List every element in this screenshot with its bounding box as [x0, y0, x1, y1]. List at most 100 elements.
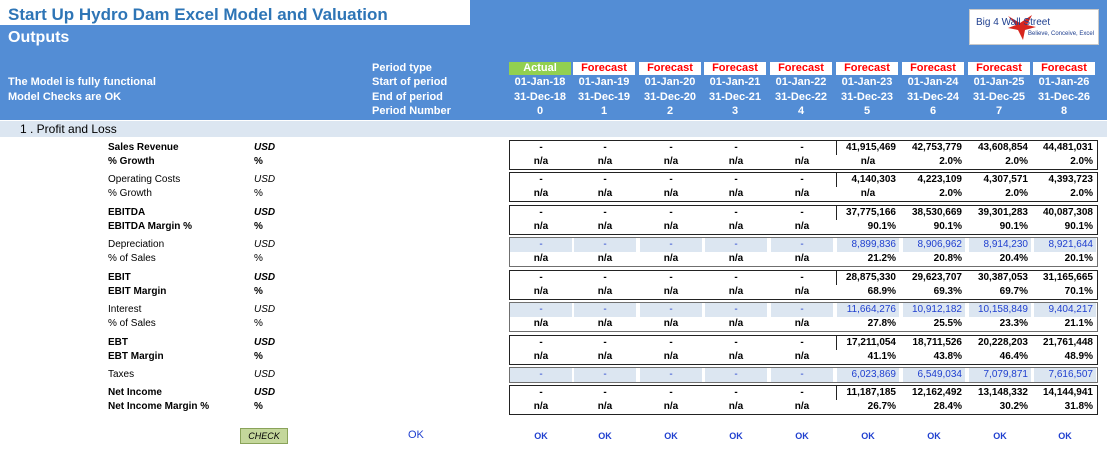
period-start-7: 01-Jan-25 — [973, 76, 1025, 88]
row-ebt-value-8: 21,761,448 — [1042, 337, 1093, 348]
period-type-0: Actual — [509, 62, 571, 75]
row-ebt-sub-value-3: n/a — [728, 351, 744, 362]
row-operating-costs-value-5: 4,140,303 — [851, 174, 897, 185]
row-net-income-divider — [836, 385, 837, 400]
row-operating-costs-box — [509, 172, 1098, 202]
row-depreciation-sub-value-5: 21.2% — [867, 253, 896, 264]
row-interest-sub-value-2: n/a — [663, 318, 679, 329]
row-operating-costs-value-7: 4,307,571 — [983, 174, 1029, 185]
period-end-5: 31-Dec-23 — [841, 91, 893, 103]
row-ebit-sub-value-4: n/a — [794, 286, 810, 297]
row-net-income-sub-value-2: n/a — [663, 401, 679, 412]
period-start-3: 01-Jan-21 — [709, 76, 761, 88]
row-sales-revenue-value-8: 44,481,031 — [1042, 142, 1093, 153]
row-ebitda-sub-value-4: n/a — [794, 221, 810, 232]
period-number-3: 3 — [731, 105, 739, 117]
row-ebit-value-0: - — [539, 272, 543, 283]
row-operating-costs-sub-value-1: n/a — [597, 188, 613, 199]
period-start-4: 01-Jan-22 — [775, 76, 827, 88]
row-ebt-sub-value-8: 48.9% — [1064, 351, 1093, 362]
row-sales-revenue-value-0: - — [539, 142, 543, 153]
row-ebitda-value-4: - — [800, 207, 804, 218]
row-depreciation-value-6: 8,906,962 — [903, 238, 965, 252]
row-ebitda-sub-value-5: 90.1% — [867, 221, 896, 232]
row-ebt-value-5: 17,211,054 — [846, 337, 897, 348]
row-net-income-sub-value-1: n/a — [597, 401, 613, 412]
row-taxes-value-6: 6,549,034 — [903, 368, 965, 382]
row-ebit-sub-value-5: 68.9% — [867, 286, 896, 297]
check-status-6: OK — [927, 431, 941, 441]
row-operating-costs-value-0: - — [539, 174, 543, 185]
row-net-income-sub-value-4: n/a — [794, 401, 810, 412]
row-sales-revenue-label: Sales Revenue — [108, 142, 179, 153]
row-net-income-value-8: 14,144,941 — [1042, 387, 1093, 398]
period-number-1: 1 — [600, 105, 608, 117]
row-ebitda-box — [509, 205, 1098, 235]
row-ebitda-sub-value-8: 90.1% — [1064, 221, 1093, 232]
period-type-1: Forecast — [573, 62, 635, 75]
row-sales-revenue-value-3: - — [734, 142, 738, 153]
row-ebit-sub-value-8: 70.1% — [1064, 286, 1093, 297]
row-depreciation-sub-label: % of Sales — [108, 253, 156, 264]
row-sales-revenue-value-7: 43,608,854 — [977, 142, 1028, 153]
row-net-income-value-2: - — [669, 387, 673, 398]
row-operating-costs-label: Operating Costs — [108, 174, 181, 185]
row-sales-revenue-sub-value-8: 2.0% — [1070, 156, 1093, 167]
row-interest-value-3: - — [705, 303, 767, 317]
row-ebt-value-2: - — [669, 337, 673, 348]
check-status-8: OK — [1058, 431, 1072, 441]
row-net-income-sub-value-5: 26.7% — [867, 401, 896, 412]
row-taxes-value-0: - — [510, 368, 572, 382]
check-status-0: OK — [534, 431, 548, 441]
row-depreciation-value-5: 8,899,836 — [837, 238, 899, 252]
period-type-4: Forecast — [770, 62, 832, 75]
row-taxes-value-3: - — [705, 368, 767, 382]
row-taxes-value-2: - — [640, 368, 702, 382]
row-ebit-value-8: 31,165,665 — [1042, 272, 1093, 283]
row-sales-revenue-sub-value-1: n/a — [597, 156, 613, 167]
row-ebitda-value-5: 37,775,166 — [845, 207, 896, 218]
period-type-7: Forecast — [968, 62, 1030, 75]
row-interest-sub-label: % of Sales — [108, 318, 156, 329]
row-ebitda-unit: USD — [254, 207, 276, 218]
period-number-2: 2 — [666, 105, 674, 117]
row-ebit-value-1: - — [603, 272, 607, 283]
start-period-label: Start of period — [372, 76, 448, 88]
section-bar — [0, 121, 1107, 137]
row-operating-costs-value-2: - — [669, 174, 673, 185]
row-depreciation-sub-unit: % — [254, 253, 263, 264]
row-operating-costs-value-3: - — [734, 174, 738, 185]
row-interest-unit: USD — [254, 304, 276, 315]
row-sales-revenue-sub-unit: % — [254, 156, 263, 167]
row-ebt-label: EBT — [108, 337, 128, 348]
row-interest-value-4: - — [771, 303, 833, 317]
row-net-income-value-3: - — [734, 387, 738, 398]
period-number-4: 4 — [797, 105, 805, 117]
row-ebitda-sub-value-3: n/a — [728, 221, 744, 232]
row-net-income-value-4: - — [800, 387, 804, 398]
row-ebt-unit: USD — [254, 337, 276, 348]
row-operating-costs-divider — [836, 172, 837, 187]
row-ebt-value-1: - — [603, 337, 607, 348]
row-interest-sub-value-4: n/a — [794, 318, 810, 329]
row-taxes-value-1: - — [574, 368, 636, 382]
row-sales-revenue-sub-label: % Growth — [108, 156, 155, 167]
row-ebt-value-0: - — [539, 337, 543, 348]
row-net-income-sub-value-0: n/a — [533, 401, 549, 412]
row-ebit-unit: USD — [254, 272, 276, 283]
period-type-label: Period type — [372, 62, 432, 74]
row-ebit-sub-value-1: n/a — [597, 286, 613, 297]
row-depreciation-box — [509, 237, 1098, 267]
row-operating-costs-value-1: - — [603, 174, 607, 185]
period-number-7: 7 — [995, 105, 1003, 117]
check-status-5: OK — [861, 431, 875, 441]
row-net-income-value-6: 12,162,492 — [911, 387, 962, 398]
model-checks-text: Model Checks are OK — [8, 91, 122, 103]
row-sales-revenue-unit: USD — [254, 142, 276, 153]
row-operating-costs-sub-value-0: n/a — [533, 188, 549, 199]
row-ebit-sub-value-0: n/a — [533, 286, 549, 297]
period-start-0: 01-Jan-18 — [514, 76, 566, 88]
row-net-income-label: Net Income — [108, 387, 162, 398]
period-start-1: 01-Jan-19 — [578, 76, 630, 88]
period-start-8: 01-Jan-26 — [1038, 76, 1090, 88]
